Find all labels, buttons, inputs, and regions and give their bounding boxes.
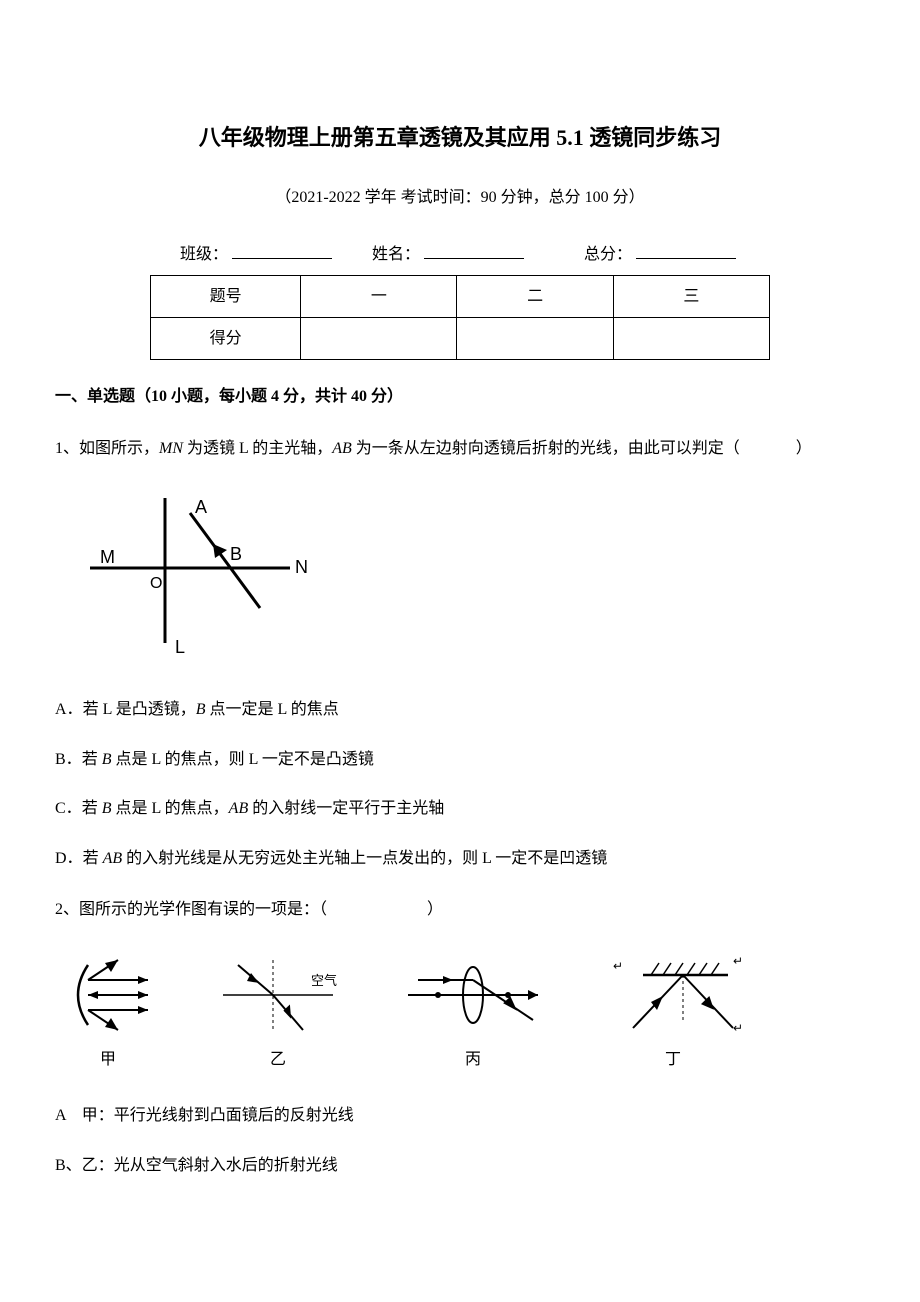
table-cell-empty[interactable]	[457, 318, 613, 360]
score-label: 总分：	[584, 242, 632, 268]
q2-option-A: A 甲：平行光线射到凸面镜后的反射光线	[55, 1103, 865, 1129]
table-row-label: 题号	[151, 276, 301, 318]
svg-text:↵: ↵	[733, 1021, 743, 1035]
q2-fig-jia	[63, 955, 153, 1035]
header-fields: 班级： 姓名： 总分：	[150, 241, 770, 268]
figure-label-M: M	[100, 547, 115, 567]
q1-option-B: B．若 B 点是 L 的焦点，则 L 一定不是凸透镜	[55, 747, 865, 773]
q1-option-A: A．若 L 是凸透镜，B 点一定是 L 的焦点	[55, 697, 865, 723]
page-title: 八年级物理上册第五章透镜及其应用 5.1 透镜同步练习	[55, 120, 865, 155]
figure-label-A: A	[195, 497, 207, 517]
table-col-1: 一	[301, 276, 457, 318]
table-cell-empty[interactable]	[613, 318, 769, 360]
q1-option-D: D．若 AB 的入射光线是从无穷远处主光轴上一点发出的，则 L 一定不是凹透镜	[55, 846, 865, 872]
class-label: 班级：	[180, 242, 228, 268]
question-2-figures: 甲 空气 乙 丙	[63, 950, 865, 1073]
page-subtitle: （2021-2022 学年 考试时间：90 分钟，总分 100 分）	[55, 185, 865, 211]
section-heading: 一、单选题（10 小题，每小题 4 分，共计 40 分）	[55, 384, 865, 410]
figure-label-O: O	[150, 575, 162, 592]
svg-text:↵: ↵	[613, 959, 623, 973]
class-input-line[interactable]	[232, 241, 332, 259]
score-table: 题号 一 二 三 得分	[150, 275, 770, 360]
fig-label-jia: 甲	[63, 1047, 153, 1073]
question-2-stem: 2、图所示的光学作图有误的一项是：（）	[55, 895, 865, 925]
figure-label-B: B	[230, 544, 242, 564]
name-label: 姓名：	[372, 242, 420, 268]
q2-fig-yi: 空气	[213, 955, 343, 1035]
score-input-line[interactable]	[636, 241, 736, 259]
q2-option-B: B、乙：光从空气斜射入水后的折射光线	[55, 1153, 865, 1179]
figure-label-L: L	[175, 637, 185, 657]
svg-text:↵: ↵	[733, 954, 743, 968]
name-input-line[interactable]	[424, 241, 524, 259]
fig-label-yi: 乙	[213, 1047, 343, 1073]
table-row-label: 得分	[151, 318, 301, 360]
figure-label-N: N	[295, 557, 308, 577]
q2-fig-bing	[403, 955, 543, 1035]
fig-yi-air-text: 空气	[311, 973, 337, 988]
q2-fig-ding: ↵ ↵ ↵	[603, 950, 743, 1035]
table-col-3: 三	[613, 276, 769, 318]
fig-label-ding: 丁	[603, 1047, 743, 1073]
fig-label-bing: 丙	[403, 1047, 543, 1073]
table-col-2: 二	[457, 276, 613, 318]
q1-option-C: C．若 B 点是 L 的焦点，AB 的入射线一定平行于主光轴	[55, 796, 865, 822]
question-1-stem: 1、如图所示，MN 为透镜 L 的主光轴，AB 为一条从左边射向透镜后折射的光线…	[55, 434, 865, 464]
table-cell-empty[interactable]	[301, 318, 457, 360]
question-1-figure: M N O L A B	[55, 488, 865, 667]
